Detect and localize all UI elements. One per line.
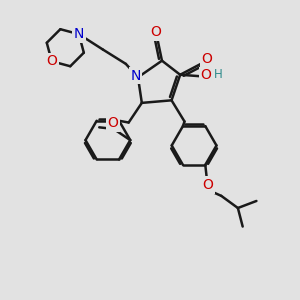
Text: O: O <box>46 54 57 68</box>
Text: O: O <box>202 178 213 192</box>
Text: O: O <box>150 25 161 39</box>
Text: O: O <box>202 52 212 66</box>
Text: O: O <box>107 116 118 130</box>
Text: N: N <box>74 27 84 41</box>
Text: N: N <box>130 69 141 83</box>
Text: O: O <box>200 68 211 83</box>
Text: H: H <box>214 68 223 81</box>
